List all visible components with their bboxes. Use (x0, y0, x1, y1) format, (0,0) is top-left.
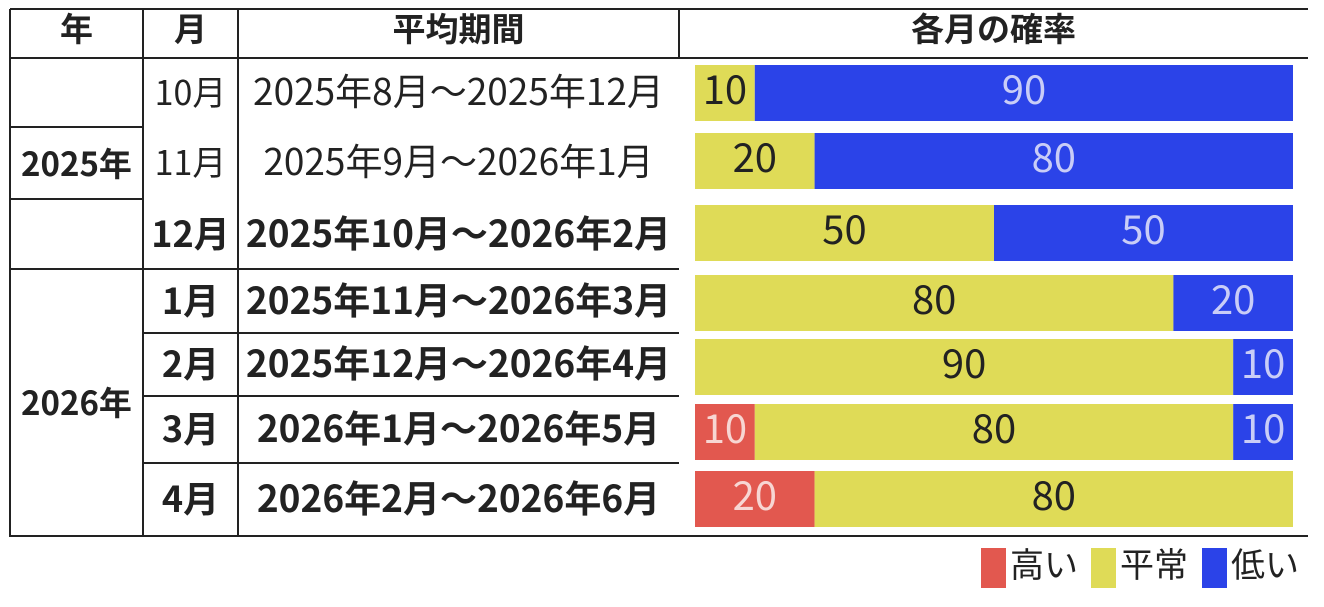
svg-text:2025年11月～2026年3月: 2025年11月～2026年3月 (246, 271, 671, 325)
svg-text:高い: 高い (1010, 538, 1078, 587)
svg-text:80: 80 (1032, 464, 1076, 522)
svg-text:2025年: 2025年 (21, 138, 132, 186)
svg-text:平常: 平常 (1120, 538, 1188, 587)
svg-text:50: 50 (1121, 198, 1165, 256)
svg-text:2026年2月～2026年6月: 2026年2月～2026年6月 (257, 469, 660, 523)
svg-text:80: 80 (1032, 126, 1076, 184)
svg-text:4月: 4月 (162, 471, 219, 523)
svg-text:低い: 低い (1231, 538, 1299, 587)
svg-text:80: 80 (972, 397, 1016, 455)
svg-text:20: 20 (733, 464, 777, 522)
svg-text:11月: 11月 (155, 136, 227, 185)
svg-text:平均期間: 平均期間 (393, 3, 525, 51)
svg-text:50: 50 (822, 198, 866, 256)
svg-text:各月の確率: 各月の確率 (911, 3, 1076, 51)
svg-text:2025年8月～2025年12月: 2025年8月～2025年12月 (253, 62, 664, 116)
svg-text:月: 月 (174, 3, 207, 51)
svg-text:2026年: 2026年 (21, 377, 132, 425)
svg-text:2026年1月～2026年5月: 2026年1月～2026年5月 (257, 399, 660, 453)
svg-text:90: 90 (1002, 58, 1046, 116)
svg-text:10: 10 (703, 397, 747, 455)
svg-text:1月: 1月 (162, 273, 219, 325)
svg-text:12月: 12月 (151, 206, 229, 258)
svg-text:2025年9月～2026年1月: 2025年9月～2026年1月 (263, 132, 653, 186)
svg-text:90: 90 (942, 332, 986, 390)
svg-text:2025年12月～2026年4月: 2025年12月～2026年4月 (246, 334, 671, 388)
svg-text:10: 10 (1241, 397, 1285, 455)
svg-text:2025年10月～2026年2月: 2025年10月～2026年2月 (246, 204, 671, 258)
svg-text:80: 80 (912, 268, 956, 326)
svg-text:3月: 3月 (162, 401, 219, 453)
svg-text:10月: 10月 (155, 66, 227, 115)
svg-text:年: 年 (60, 3, 93, 51)
svg-text:20: 20 (1211, 268, 1255, 326)
svg-text:2月: 2月 (162, 336, 219, 388)
svg-text:10: 10 (1241, 332, 1285, 390)
svg-text:20: 20 (733, 126, 777, 184)
svg-text:10: 10 (703, 58, 747, 116)
